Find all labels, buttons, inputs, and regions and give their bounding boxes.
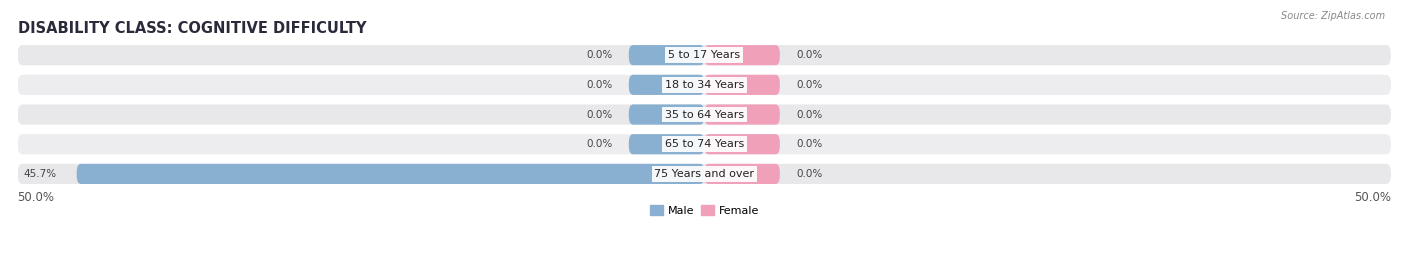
Text: 0.0%: 0.0%: [796, 50, 823, 60]
FancyBboxPatch shape: [18, 45, 1391, 65]
FancyBboxPatch shape: [18, 134, 1391, 154]
Text: 35 to 64 Years: 35 to 64 Years: [665, 110, 744, 120]
FancyBboxPatch shape: [628, 75, 704, 95]
FancyBboxPatch shape: [18, 75, 1391, 95]
FancyBboxPatch shape: [704, 164, 780, 184]
Text: 0.0%: 0.0%: [586, 139, 612, 149]
FancyBboxPatch shape: [704, 134, 780, 154]
Text: 0.0%: 0.0%: [796, 80, 823, 90]
FancyBboxPatch shape: [704, 45, 780, 65]
FancyBboxPatch shape: [18, 105, 1391, 125]
FancyBboxPatch shape: [628, 134, 704, 154]
FancyBboxPatch shape: [628, 45, 704, 65]
Text: Source: ZipAtlas.com: Source: ZipAtlas.com: [1281, 11, 1385, 21]
Text: 0.0%: 0.0%: [586, 110, 612, 120]
Text: 0.0%: 0.0%: [586, 80, 612, 90]
Text: 0.0%: 0.0%: [586, 50, 612, 60]
Text: 5 to 17 Years: 5 to 17 Years: [668, 50, 741, 60]
Text: 65 to 74 Years: 65 to 74 Years: [665, 139, 744, 149]
Text: 0.0%: 0.0%: [796, 110, 823, 120]
Legend: Male, Female: Male, Female: [645, 200, 763, 220]
FancyBboxPatch shape: [77, 164, 704, 184]
FancyBboxPatch shape: [704, 75, 780, 95]
Text: 0.0%: 0.0%: [796, 169, 823, 179]
Text: 50.0%: 50.0%: [1354, 191, 1391, 204]
Text: 18 to 34 Years: 18 to 34 Years: [665, 80, 744, 90]
Text: DISABILITY CLASS: COGNITIVE DIFFICULTY: DISABILITY CLASS: COGNITIVE DIFFICULTY: [18, 21, 366, 36]
FancyBboxPatch shape: [704, 105, 780, 125]
Text: 75 Years and over: 75 Years and over: [654, 169, 754, 179]
Text: 50.0%: 50.0%: [18, 191, 55, 204]
FancyBboxPatch shape: [628, 105, 704, 125]
Text: 0.0%: 0.0%: [796, 139, 823, 149]
Text: 45.7%: 45.7%: [22, 169, 56, 179]
FancyBboxPatch shape: [18, 164, 1391, 184]
